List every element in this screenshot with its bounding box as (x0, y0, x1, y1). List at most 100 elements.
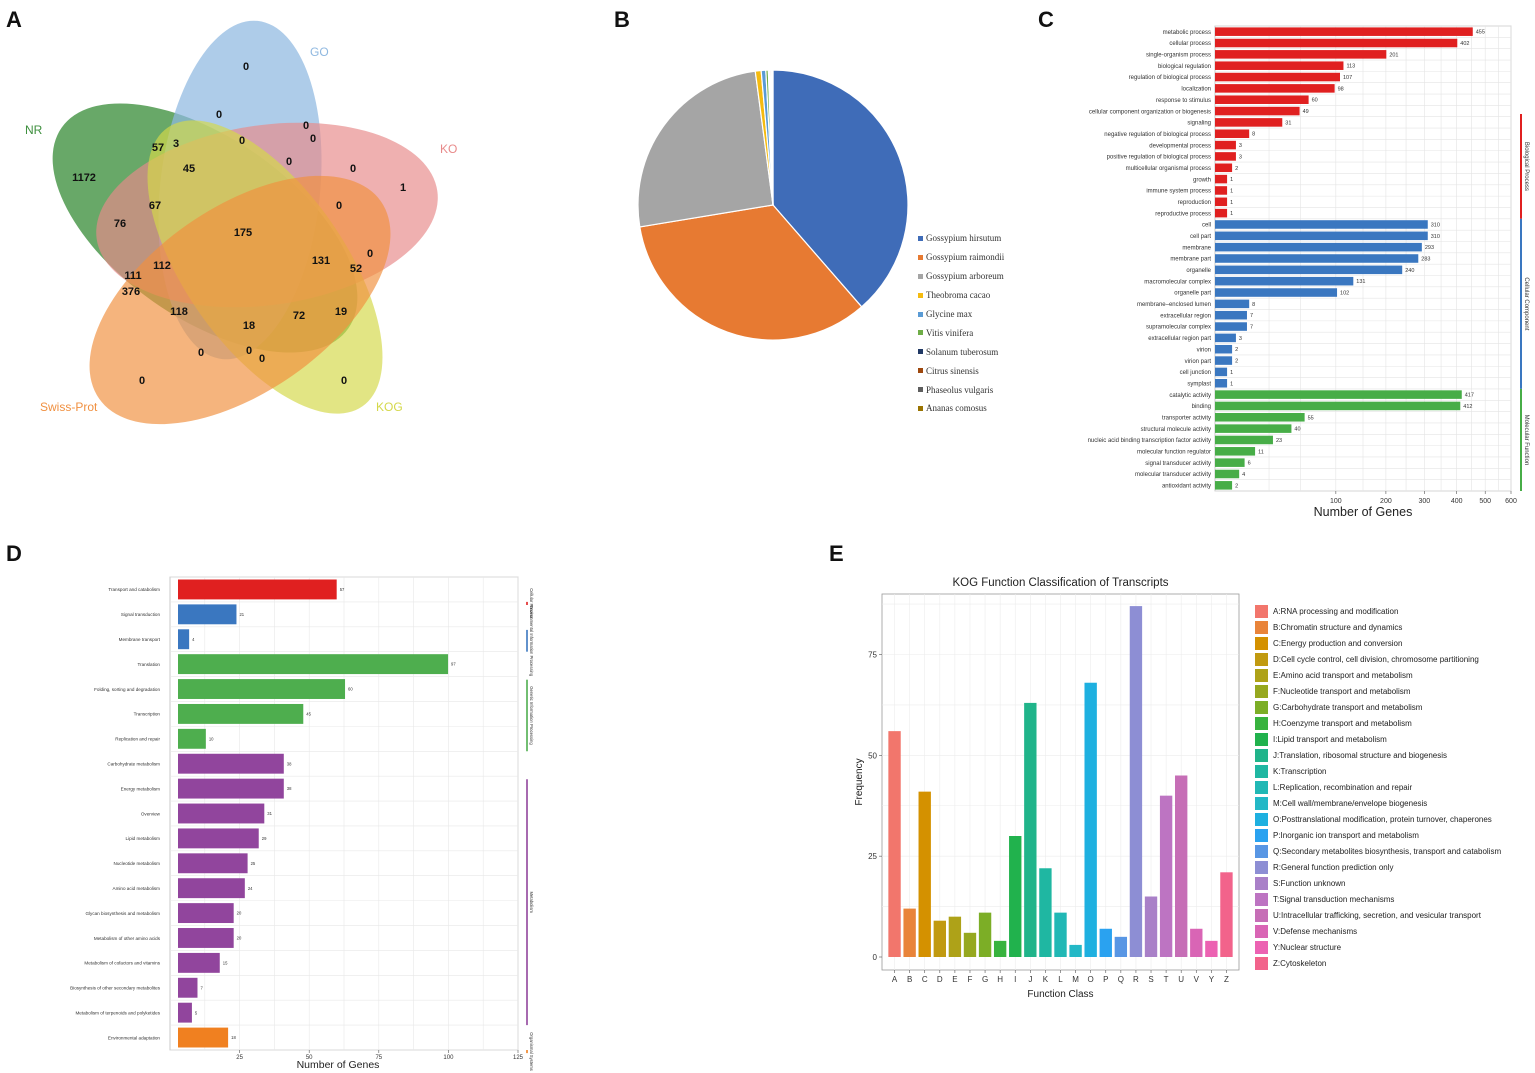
bar (1009, 836, 1022, 957)
kog-legend-item: U:Intracellular trafficking, secretion, … (1255, 907, 1501, 923)
x-tick-label: M (1072, 975, 1079, 984)
legend-label: L:Replication, recombination and repair (1273, 782, 1413, 792)
category-label: reproductive process (1155, 211, 1211, 217)
legend-label: G:Carbohydrate transport and metabolism (1273, 702, 1423, 712)
kog-legend-item: R:General function prediction only (1255, 859, 1501, 875)
x-tick-label: Q (1118, 975, 1124, 984)
bar (178, 629, 190, 650)
legend-swatch (918, 368, 923, 374)
bar (1215, 254, 1419, 263)
legend-swatch (1255, 908, 1268, 922)
kog-legend-item: F:Nucleotide transport and metabolism (1255, 683, 1501, 699)
x-tick-label: 25 (236, 1055, 243, 1061)
y-axis-label: Frequency (854, 758, 865, 805)
kog-legend-item: D:Cell cycle control, cell division, chr… (1255, 651, 1501, 667)
category-label: Carbohydrate metabolism (107, 762, 160, 767)
value-label: 4 (192, 637, 195, 642)
value-label: 3 (1239, 143, 1242, 149)
venn-count: 0 (303, 120, 309, 132)
value-label: 2 (1235, 359, 1238, 365)
y-tick-label: 50 (868, 751, 877, 760)
value-label: 6 (1248, 461, 1251, 467)
legend-swatch (1255, 620, 1268, 634)
value-label: 1 (1230, 188, 1233, 194)
bar (1215, 163, 1233, 173)
bar (1215, 174, 1228, 184)
venn-label-nr: NR (25, 123, 43, 137)
category-label: Signal transduction (121, 612, 161, 617)
category-label: Replication and repair (115, 737, 160, 742)
venn-label-swiss-prot: Swiss-Prot (40, 400, 98, 414)
venn-count: 72 (293, 310, 305, 322)
legend-label: Citrus sinensis (926, 365, 979, 376)
bar (1215, 367, 1228, 377)
category-label: structural molecule activity (1141, 427, 1211, 433)
kog-legend-item: Z:Cytoskeleton (1255, 955, 1501, 971)
value-label: 97 (451, 662, 456, 667)
pie-slice (772, 69, 909, 308)
category-label: biological regulation (1158, 64, 1211, 70)
bar (178, 604, 237, 625)
bar (1215, 208, 1228, 218)
category-label: Overview (141, 811, 161, 816)
category-label: Translation (137, 662, 160, 667)
bar (1215, 38, 1458, 48)
bar (178, 679, 346, 699)
bar (1215, 344, 1233, 354)
category-label: molecular function regulator (1137, 450, 1211, 456)
legend-label: I:Lipid transport and metabolism (1273, 734, 1387, 744)
bar (888, 731, 901, 957)
legend-swatch (1255, 732, 1268, 746)
venn-count: 131 (312, 255, 330, 267)
value-label: 7 (1250, 313, 1253, 319)
bar (1114, 936, 1128, 957)
x-tick-label: I (1014, 975, 1016, 984)
venn-count: 0 (350, 163, 356, 175)
venn-count: 57 (152, 142, 164, 154)
legend-label: U:Intracellular trafficking, secretion, … (1273, 910, 1481, 920)
venn-diagram: NR GO KO KOG Swiss-Prot 0 0 0 0 1 57 3 0… (25, 20, 457, 425)
bar (1215, 333, 1236, 343)
value-label: 402 (1460, 41, 1469, 47)
value-label: 25 (251, 861, 256, 866)
legend-label: A:RNA processing and modification (1273, 606, 1399, 616)
value-label: 11 (1258, 449, 1264, 455)
x-tick-label: B (907, 975, 912, 984)
category-label: localization (1181, 87, 1211, 93)
bar (1190, 928, 1203, 957)
value-label: 40 (1294, 427, 1300, 433)
x-tick-label: O (1088, 975, 1094, 984)
value-label: 113 (1346, 64, 1355, 70)
legend-swatch (1255, 956, 1268, 970)
x-tick-label: U (1178, 975, 1184, 984)
value-label: 2 (1235, 483, 1238, 489)
bar (1215, 220, 1428, 229)
value-label: 18 (231, 1035, 236, 1040)
category-label: negative regulation of biological proces… (1104, 132, 1211, 138)
value-label: 1 (1230, 370, 1233, 376)
bar (1129, 606, 1143, 957)
category-label: Environmental adaptation (108, 1035, 161, 1040)
legend-label: M:Cell wall/membrane/envelope biogenesis (1273, 798, 1428, 808)
x-tick-label: 100 (443, 1055, 454, 1061)
legend-label: E:Amino acid transport and metabolism (1273, 670, 1413, 680)
legend-swatch (918, 292, 923, 298)
legend-label: Gossypium hirsutum (926, 233, 1002, 244)
value-label: 1 (1230, 381, 1233, 387)
x-tick-label: 200 (1380, 498, 1392, 505)
venn-count: 0 (367, 248, 373, 260)
category-label: molecular transducer activity (1135, 472, 1211, 478)
venn-count: 52 (350, 263, 362, 275)
pie-slice (639, 204, 863, 341)
bar (1215, 265, 1403, 275)
value-label: 31 (267, 811, 272, 816)
x-tick-label: Z (1224, 975, 1229, 984)
legend-label: J:Translation, ribosomal structure and b… (1273, 750, 1448, 760)
venn-count: 0 (286, 156, 292, 168)
venn-label-ko: KO (440, 142, 457, 156)
x-axis-label: Function Class (1027, 989, 1093, 1000)
legend-label: Gossypium arboreum (926, 271, 1004, 282)
legend-label: Z:Cytoskeleton (1273, 958, 1327, 968)
kog-legend-item: K:Transcription (1255, 763, 1501, 779)
